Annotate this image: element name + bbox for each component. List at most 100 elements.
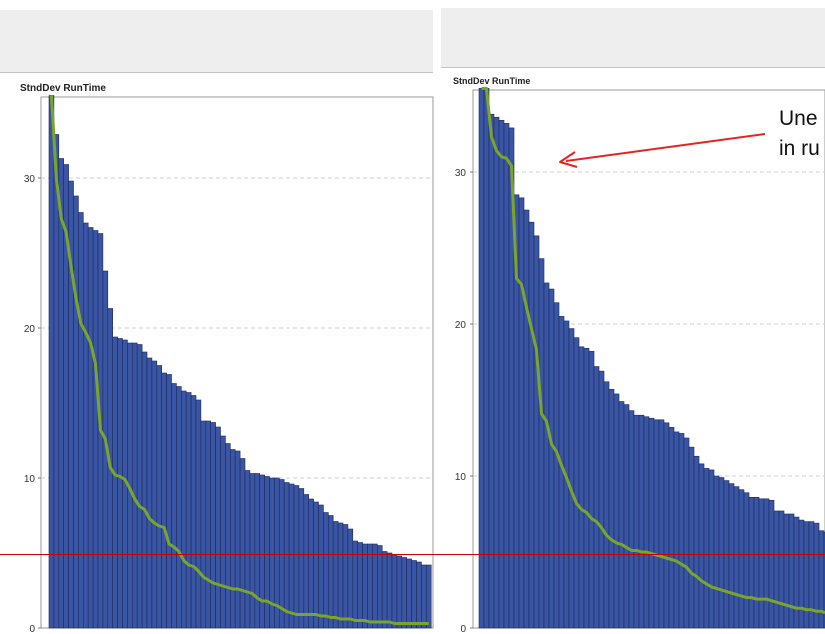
bar: [633, 414, 640, 629]
bar: [327, 515, 334, 629]
bar: [683, 437, 690, 629]
bar: [538, 258, 545, 629]
bar: [166, 374, 172, 629]
panel-separator: [441, 67, 825, 68]
bar: [141, 351, 148, 629]
bar: [758, 498, 765, 629]
y-tick-label: 10: [455, 472, 467, 483]
bar: [668, 427, 675, 629]
bar: [648, 417, 655, 629]
bar: [215, 426, 221, 629]
arrow-head: [559, 151, 578, 168]
bar: [663, 422, 670, 629]
bar: [254, 473, 261, 629]
bar: [342, 524, 349, 629]
bar: [78, 212, 84, 629]
panel-separator: [0, 72, 433, 73]
bar: [768, 500, 775, 629]
bar: [313, 501, 319, 629]
bar: [658, 419, 665, 629]
bar: [728, 483, 735, 629]
bar: [337, 522, 344, 629]
bar: [798, 519, 805, 629]
bar: [264, 476, 270, 629]
bar: [778, 510, 785, 629]
bar: [708, 469, 715, 629]
bar: [303, 494, 309, 629]
bar: [688, 446, 695, 629]
bar: [406, 558, 412, 629]
bar: [234, 450, 241, 629]
bar: [808, 521, 815, 629]
y-tick-label: 20: [455, 320, 467, 331]
bar: [249, 473, 256, 629]
y-tick-label: 0: [460, 624, 466, 634]
bar: [112, 336, 118, 629]
panel-divider: [434, 0, 438, 634]
bar: [298, 488, 305, 629]
bar: [598, 370, 605, 629]
bar: [613, 393, 620, 629]
bar: [411, 560, 417, 629]
bar: [283, 482, 290, 629]
bar: [87, 227, 94, 629]
bar: [220, 435, 226, 629]
annotation-arrow: [559, 133, 766, 168]
bar: [239, 458, 246, 629]
y-tick-label: 0: [29, 624, 35, 634]
chart-title: StndDev RunTime: [20, 83, 106, 94]
bar: [503, 123, 510, 629]
bar: [518, 197, 525, 629]
bar: [628, 410, 635, 629]
bar: [416, 561, 422, 629]
bar: [396, 555, 403, 629]
bar: [593, 366, 600, 629]
bar: [230, 449, 236, 629]
bar: [533, 235, 540, 629]
bar: [156, 365, 163, 629]
bar: [185, 392, 192, 629]
bar: [117, 338, 123, 629]
bar: [73, 195, 79, 629]
bar: [748, 496, 755, 629]
bar: [713, 475, 720, 629]
chart-panel-right: StndDev RunTime: [441, 0, 825, 634]
bar: [58, 158, 64, 629]
bar: [653, 419, 660, 629]
bar: [478, 88, 485, 629]
bar: [743, 492, 750, 629]
annotation-line-2: in ru: [779, 137, 820, 160]
bar: [673, 431, 680, 629]
bar: [493, 116, 500, 629]
bar: [181, 390, 187, 629]
bar: [332, 521, 339, 629]
bar: [401, 557, 407, 629]
bar: [92, 230, 99, 629]
bar: [623, 404, 630, 629]
bar: [528, 221, 535, 629]
bar: [733, 486, 740, 629]
reference-line: [0, 554, 825, 555]
bar: [608, 389, 615, 629]
y-tick-label: 30: [455, 168, 467, 179]
bar: [136, 344, 143, 629]
bar: [718, 477, 725, 629]
annotation-line-1: Une: [779, 107, 818, 130]
bar: [753, 496, 760, 629]
bar: [693, 455, 700, 629]
bar: [421, 564, 427, 629]
bar: [603, 381, 610, 629]
chart-2: 0 10 20 30: [455, 86, 825, 634]
bar: [553, 302, 560, 629]
bar: [151, 360, 158, 629]
bar: [146, 357, 153, 629]
chart-panel-left: StndDev RunTime: [0, 10, 433, 94]
bar: [161, 372, 167, 629]
bar: [578, 346, 585, 629]
chart-1: 0 10 20 30: [24, 95, 434, 634]
bar: [548, 288, 555, 629]
bar: [48, 95, 55, 629]
arrow-shaft: [565, 133, 766, 162]
bar: [367, 543, 373, 629]
